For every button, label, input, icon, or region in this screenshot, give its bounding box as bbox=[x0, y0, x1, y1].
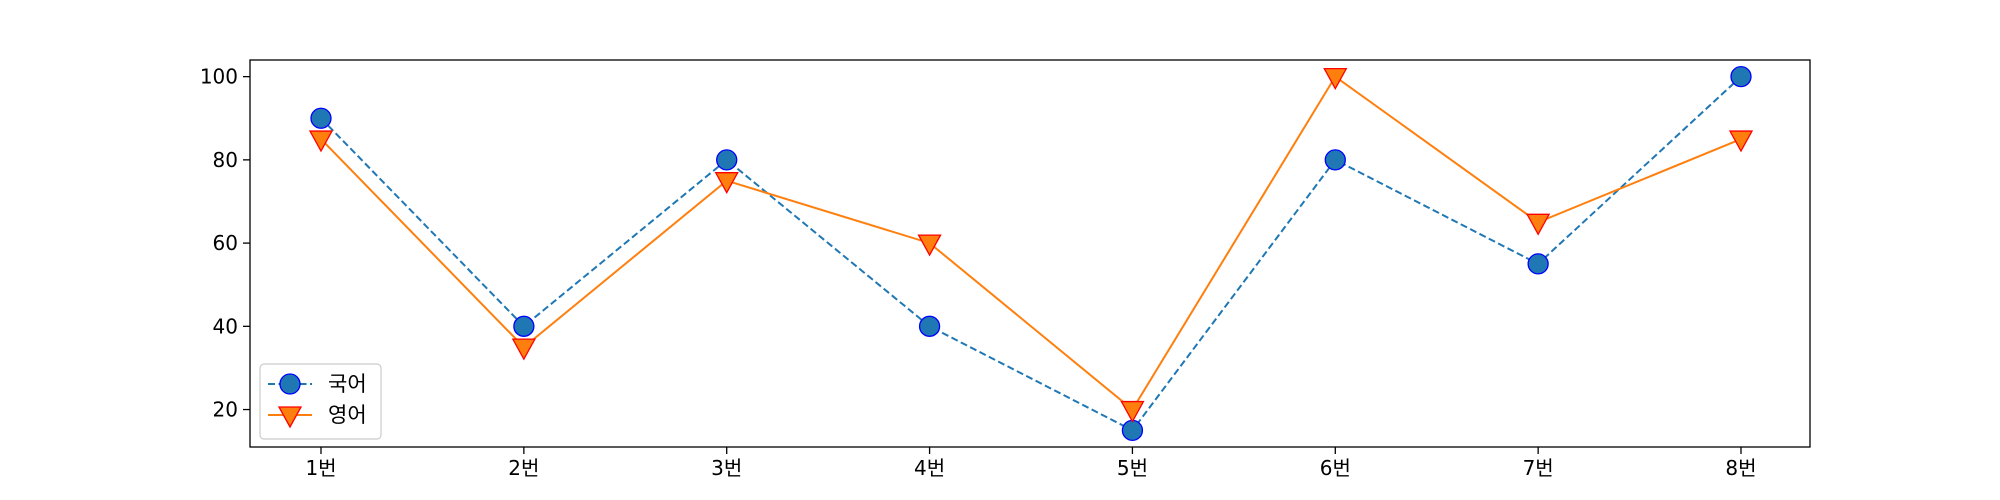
y-axis: 20 40 60 80 100 bbox=[200, 65, 250, 422]
legend-label: 국어 bbox=[328, 372, 367, 396]
x-tick-label: 6번 bbox=[1320, 456, 1351, 480]
series-line bbox=[320, 75, 1742, 412]
series-2 bbox=[308, 67, 1754, 423]
data-point bbox=[310, 107, 332, 129]
x-axis: 1번 2번 3번 4번 5번 6번 7번 8번 bbox=[305, 447, 1757, 480]
x-tick-label: 2번 bbox=[508, 456, 539, 480]
series-line bbox=[320, 75, 1742, 432]
data-point bbox=[714, 172, 739, 195]
data-point bbox=[1120, 400, 1145, 423]
x-tick-label: 4번 bbox=[914, 456, 945, 480]
data-point bbox=[1730, 65, 1752, 88]
data-point bbox=[716, 149, 738, 171]
data-point bbox=[1728, 130, 1754, 153]
data-point bbox=[1526, 213, 1551, 236]
y-tick-label: 40 bbox=[213, 314, 238, 338]
y-tick-label: 60 bbox=[213, 231, 238, 255]
data-point bbox=[1323, 67, 1348, 90]
legend-entry: 국어 bbox=[268, 372, 367, 396]
series-1 bbox=[310, 65, 1752, 442]
legend-label: 영어 bbox=[328, 403, 367, 427]
x-tick-label: 7번 bbox=[1523, 456, 1554, 480]
data-point bbox=[1324, 149, 1346, 171]
data-point bbox=[513, 315, 535, 337]
y-tick-label: 20 bbox=[213, 398, 238, 422]
data-point bbox=[1527, 253, 1549, 275]
data-point bbox=[511, 338, 536, 361]
x-tick-label: 8번 bbox=[1725, 456, 1756, 480]
x-tick-label: 5번 bbox=[1117, 456, 1148, 480]
plot-frame bbox=[249, 59, 1811, 448]
legend-marker bbox=[279, 373, 301, 395]
x-tick-label: 3번 bbox=[711, 456, 742, 480]
data-point bbox=[308, 130, 334, 153]
y-tick-label: 80 bbox=[213, 148, 238, 172]
x-tick-label: 1번 bbox=[305, 456, 336, 480]
legend-entry: 영어 bbox=[268, 403, 367, 429]
data-point bbox=[917, 234, 942, 257]
series-layer bbox=[308, 65, 1754, 442]
data-point bbox=[1121, 419, 1144, 442]
plot-area bbox=[250, 60, 1810, 447]
data-point bbox=[918, 315, 941, 337]
y-tick-label: 100 bbox=[200, 65, 238, 89]
legend-marker bbox=[277, 406, 303, 429]
